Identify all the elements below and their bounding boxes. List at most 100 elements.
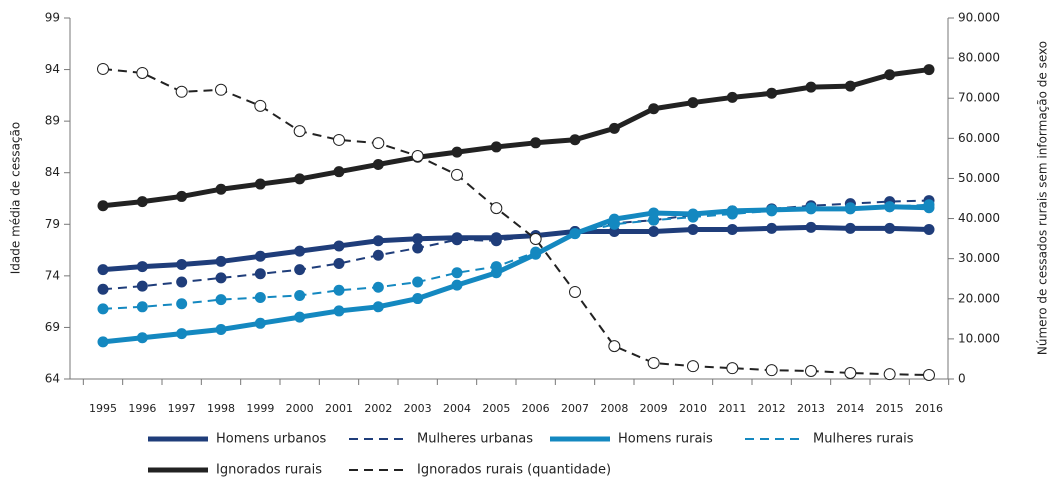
data-point — [372, 235, 384, 247]
data-point — [490, 261, 502, 273]
data-point — [726, 362, 739, 375]
data-point — [97, 336, 109, 348]
data-point — [608, 122, 620, 134]
y-tick-label: 79 — [45, 217, 60, 231]
data-point — [254, 250, 266, 262]
data-point — [333, 305, 345, 317]
legend-label: Homens urbanos — [216, 432, 327, 447]
data-point — [451, 234, 463, 246]
data-point — [333, 257, 345, 269]
data-point — [884, 69, 896, 81]
data-point — [412, 233, 424, 245]
data-point — [293, 125, 306, 138]
legend-label: Ignorados rurais — [216, 463, 322, 478]
x-tick-label: 2000 — [286, 402, 314, 415]
data-point — [294, 245, 306, 257]
x-tick-label: 1999 — [246, 402, 274, 415]
data-point — [490, 235, 502, 247]
data-point — [726, 91, 738, 103]
x-tick-label: 2008 — [600, 402, 628, 415]
data-point — [923, 223, 935, 235]
x-tick-label: 2004 — [443, 402, 471, 415]
data-point — [923, 199, 935, 211]
data-point — [923, 64, 935, 76]
x-tick-label: 2016 — [915, 402, 943, 415]
x-tick-label: 2005 — [482, 402, 510, 415]
data-point — [136, 301, 148, 313]
x-tick-label: 2007 — [561, 402, 589, 415]
y-tick-label: 74 — [45, 268, 60, 282]
data-point — [608, 218, 620, 230]
data-point — [726, 208, 738, 220]
data-point — [136, 261, 148, 273]
data-point — [254, 317, 266, 329]
x-tick-label: 1995 — [89, 402, 117, 415]
data-point — [412, 293, 424, 305]
data-point — [569, 228, 581, 240]
data-point — [215, 323, 227, 335]
data-point — [372, 301, 384, 313]
data-point — [136, 332, 148, 344]
data-point — [254, 99, 267, 112]
data-point — [805, 81, 817, 93]
x-tick-label: 2015 — [876, 402, 904, 415]
data-point — [215, 183, 227, 195]
x-tick-label: 2010 — [679, 402, 707, 415]
data-point — [254, 178, 266, 190]
y2-tick-label: 70.000 — [958, 91, 1000, 105]
data-point — [805, 364, 817, 377]
data-point — [333, 240, 345, 252]
data-point — [766, 87, 778, 99]
data-point — [490, 202, 503, 215]
data-point — [97, 200, 109, 212]
data-point — [687, 97, 699, 109]
data-point — [215, 83, 227, 96]
data-point — [648, 103, 660, 115]
data-point — [294, 264, 306, 276]
data-point — [569, 134, 581, 146]
y2-tick-label: 10.000 — [958, 331, 1000, 345]
x-tick-label: 2014 — [836, 402, 864, 415]
data-point — [923, 368, 935, 381]
data-point — [333, 133, 345, 146]
data-point — [175, 85, 188, 98]
data-point — [215, 255, 227, 267]
data-point — [136, 196, 148, 208]
x-tick-label: 1997 — [168, 402, 196, 415]
data-point — [294, 289, 306, 301]
data-point — [844, 80, 856, 92]
data-point — [294, 173, 306, 185]
data-point — [608, 340, 621, 353]
y2-tick-label: 60.000 — [958, 131, 1000, 145]
data-point — [372, 137, 385, 150]
data-point — [176, 328, 188, 340]
x-tick-label: 1996 — [128, 402, 156, 415]
series-line — [102, 203, 930, 310]
data-point — [97, 62, 109, 75]
data-point — [372, 281, 384, 293]
x-tick-label: 2001 — [325, 402, 353, 415]
data-point — [372, 158, 384, 170]
data-point — [883, 368, 896, 381]
data-point — [136, 66, 149, 79]
x-tick-label: 2011 — [718, 402, 746, 415]
data-point — [254, 292, 266, 304]
y2-tick-label: 80.000 — [958, 51, 1000, 65]
data-point — [648, 226, 660, 238]
data-point — [97, 283, 109, 295]
y2-tick-label: 50.000 — [958, 171, 1000, 185]
y2-axis-title: Número de cessados rurais sem informação… — [1036, 41, 1050, 355]
data-point — [805, 202, 817, 214]
data-point — [766, 222, 778, 234]
x-tick-label: 2009 — [640, 402, 668, 415]
data-point — [136, 280, 148, 292]
y-tick-label: 99 — [45, 11, 60, 25]
data-point — [884, 201, 896, 213]
data-point — [294, 311, 306, 323]
data-point — [648, 214, 660, 226]
data-point — [215, 294, 227, 306]
data-point — [844, 222, 856, 234]
data-point — [529, 233, 542, 246]
y-tick-label: 94 — [45, 62, 60, 76]
